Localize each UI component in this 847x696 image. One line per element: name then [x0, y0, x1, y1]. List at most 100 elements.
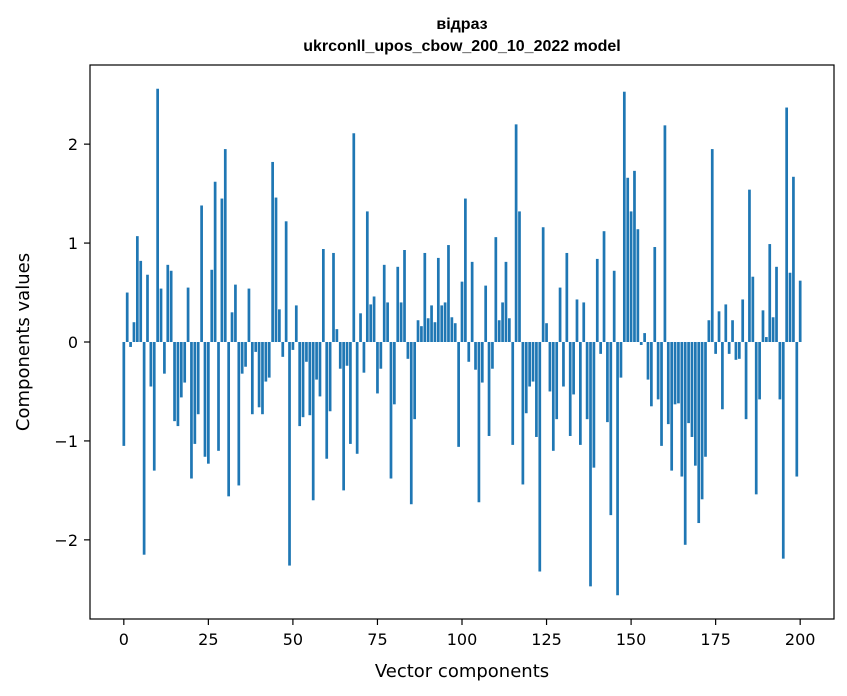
bar-84 — [406, 342, 410, 359]
bar-106 — [480, 342, 484, 383]
bar-58 — [318, 342, 322, 397]
bar-36 — [244, 342, 247, 367]
bar-60 — [325, 342, 329, 459]
bar-44 — [271, 161, 274, 342]
bar-168 — [690, 342, 694, 437]
bar-136 — [582, 302, 586, 342]
bar-124 — [541, 227, 545, 342]
bar-96 — [447, 245, 450, 342]
bar-65 — [342, 342, 345, 491]
bar-107 — [484, 285, 488, 342]
bar-62 — [332, 252, 335, 342]
bar-67 — [349, 342, 352, 444]
bar-48 — [284, 221, 288, 342]
x-tick-label: 150 — [616, 630, 647, 649]
bar-79 — [389, 342, 393, 479]
bar-133 — [572, 342, 575, 395]
bar-196 — [785, 107, 789, 342]
bar-14 — [169, 270, 173, 342]
bar-46 — [278, 309, 281, 342]
bar-50 — [291, 342, 295, 350]
bar-25 — [207, 342, 210, 464]
bar-94 — [440, 305, 444, 342]
bar-162 — [670, 342, 674, 471]
bar-172 — [704, 342, 707, 457]
bar-69 — [355, 342, 359, 454]
bar-1 — [125, 292, 129, 342]
bar-7 — [146, 274, 149, 342]
bar-56 — [311, 342, 315, 501]
bar-113 — [504, 261, 508, 342]
bar-77 — [382, 264, 386, 342]
x-tick-label: 0 — [119, 630, 129, 649]
bar-61 — [328, 342, 332, 412]
bar-110 — [494, 237, 498, 342]
bar-148 — [622, 91, 626, 343]
bar-105 — [477, 342, 481, 503]
bar-75 — [376, 342, 379, 394]
bar-135 — [579, 342, 582, 445]
bar-89 — [423, 252, 427, 342]
bar-156 — [650, 342, 653, 407]
bar-24 — [203, 342, 207, 457]
bar-13 — [166, 264, 170, 342]
bar-131 — [565, 252, 569, 342]
x-axis-ticks: 0 25 50 75 100 125 150 175 200 — [119, 619, 815, 649]
bar-90 — [426, 318, 430, 342]
bar-9 — [152, 342, 156, 471]
bar-103 — [470, 261, 474, 342]
bar-47 — [281, 342, 285, 357]
y-tick-label: 0 — [68, 333, 78, 352]
bar-130 — [562, 342, 565, 387]
bar-178 — [724, 304, 728, 342]
bar-158 — [656, 342, 660, 400]
bar-176 — [717, 311, 721, 342]
bar-128 — [555, 342, 559, 420]
bar-170 — [697, 342, 701, 524]
bar-197 — [788, 272, 792, 342]
bar-81 — [396, 266, 400, 342]
chart-title-line-1: відраз — [436, 16, 487, 33]
y-tick-label: −2 — [54, 531, 78, 550]
bar-99 — [457, 342, 460, 447]
bar-139 — [592, 342, 596, 468]
x-tick-label: 100 — [447, 630, 478, 649]
bar-6 — [142, 342, 146, 555]
bar-52 — [298, 342, 302, 427]
bar-88 — [420, 326, 423, 342]
bar-78 — [386, 302, 389, 342]
x-tick-label: 125 — [531, 630, 562, 649]
bar-181 — [734, 342, 738, 360]
x-axis-label: Vector components — [375, 661, 549, 682]
bar-53 — [301, 342, 305, 418]
bar-49 — [288, 342, 291, 566]
bar-27 — [213, 181, 217, 342]
bar-187 — [754, 342, 758, 495]
bar-71 — [362, 342, 366, 373]
bar-184 — [744, 342, 748, 420]
bar-74 — [372, 296, 376, 342]
bar-10 — [156, 88, 159, 343]
bar-194 — [778, 342, 782, 400]
bar-54 — [305, 342, 308, 362]
bar-21 — [193, 342, 197, 444]
bar-80 — [393, 342, 396, 405]
bar-33 — [234, 284, 237, 342]
bar-59 — [321, 249, 325, 342]
bar-41 — [261, 342, 264, 415]
bar-95 — [443, 302, 447, 342]
bar-5 — [139, 260, 143, 342]
bar-64 — [338, 342, 342, 369]
bar-188 — [758, 342, 761, 400]
bar-82 — [399, 302, 403, 342]
y-tick-label: 2 — [68, 135, 78, 154]
bar-34 — [237, 342, 241, 486]
bar-191 — [768, 244, 772, 342]
bar-97 — [450, 317, 454, 342]
bars-group — [122, 88, 802, 596]
bar-185 — [748, 189, 751, 342]
bar-167 — [687, 342, 690, 424]
bar-186 — [751, 276, 755, 342]
bar-38 — [250, 342, 254, 415]
